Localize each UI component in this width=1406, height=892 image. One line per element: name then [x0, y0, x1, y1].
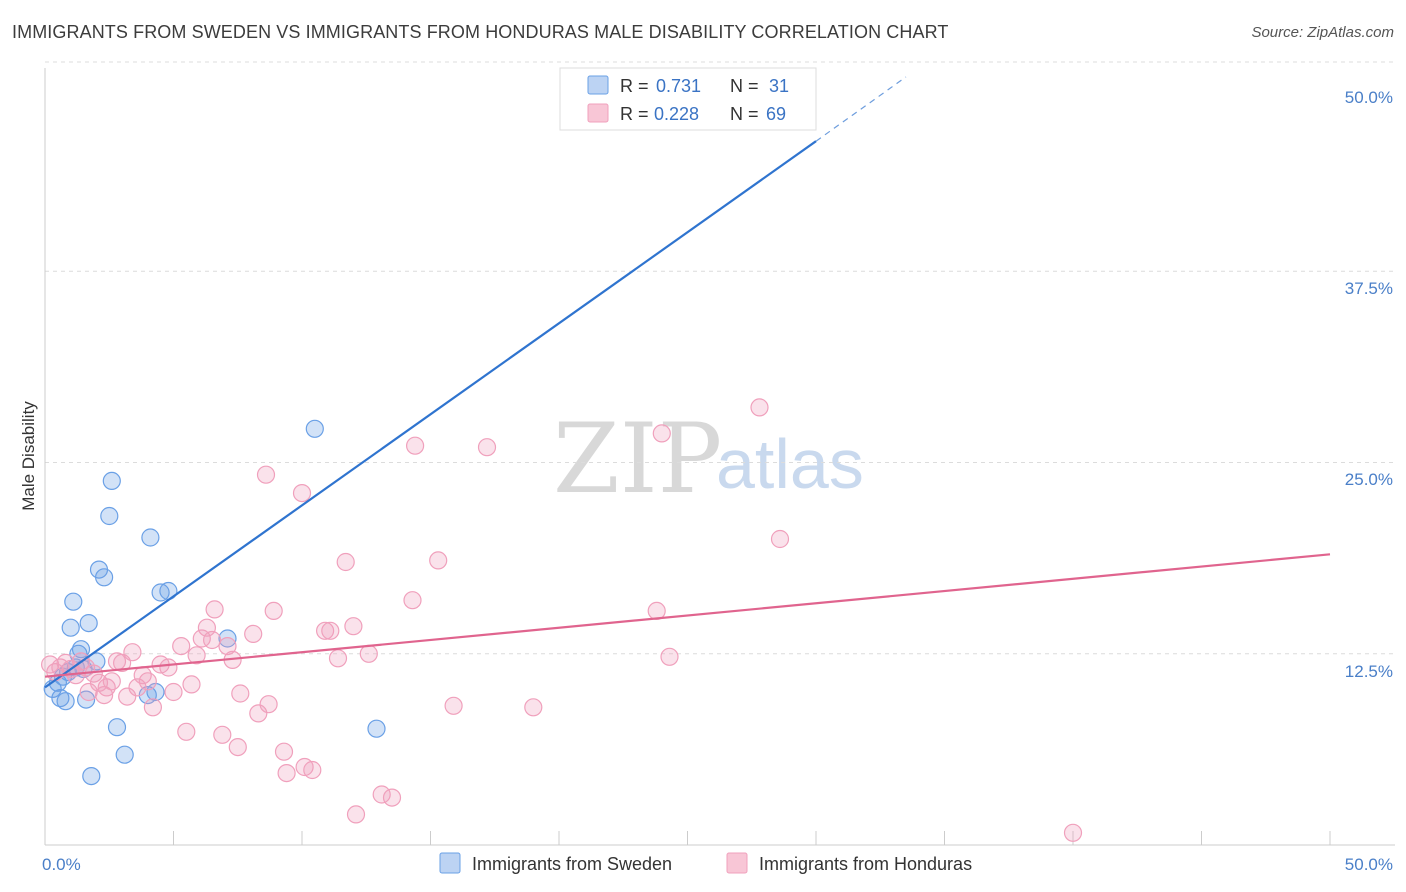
point-honduras — [274, 742, 294, 761]
point-sweden — [107, 718, 127, 737]
legend-n-label-honduras: N = — [730, 104, 759, 124]
bottom-legend-swatch-sweden — [439, 852, 461, 874]
point-honduras — [403, 591, 422, 610]
point-sweden — [79, 613, 98, 633]
point-honduras — [123, 643, 142, 662]
point-honduras — [524, 698, 543, 717]
legend-swatch-honduras — [587, 103, 609, 123]
trend-lines — [44, 76, 1331, 689]
point-honduras — [429, 551, 448, 570]
legend-r-value-sweden: 0.731 — [656, 76, 701, 96]
chart-title: IMMIGRANTS FROM SWEDEN VS IMMIGRANTS FRO… — [12, 22, 949, 42]
point-honduras — [259, 695, 278, 714]
series-legend: Immigrants from Sweden Immigrants from H… — [439, 852, 972, 874]
point-sweden — [51, 688, 70, 708]
point-honduras — [102, 672, 121, 691]
point-sweden — [100, 506, 119, 526]
point-sweden — [305, 419, 324, 438]
watermark-zip: ZIP — [553, 403, 722, 515]
legend-n-value-honduras: 69 — [766, 104, 786, 124]
point-honduras — [292, 484, 312, 503]
point-honduras — [770, 529, 790, 549]
legend-swatch-sweden — [587, 75, 609, 95]
point-honduras — [316, 621, 335, 640]
point-honduras — [406, 436, 425, 455]
point-honduras — [346, 805, 366, 824]
point-sweden — [102, 471, 121, 490]
point-sweden — [115, 745, 134, 764]
axes — [44, 68, 1395, 846]
point-sweden — [56, 692, 75, 711]
point-sweden — [218, 629, 237, 648]
point-honduras — [118, 687, 137, 706]
point-honduras — [1063, 823, 1083, 842]
point-honduras — [344, 617, 363, 636]
point-honduras — [660, 647, 679, 666]
grid-lines — [45, 61, 1395, 655]
bottom-legend-swatch-honduras — [726, 852, 748, 874]
point-sweden — [94, 568, 114, 587]
trend-line-sweden-extension — [815, 76, 907, 142]
point-honduras — [203, 630, 222, 650]
bottom-legend-label-sweden: Immigrants from Sweden — [472, 854, 672, 874]
trend-line-sweden — [44, 140, 817, 689]
point-honduras — [177, 722, 196, 741]
x-tick-label-50: 50.0% — [1345, 855, 1393, 874]
point-honduras — [228, 737, 247, 757]
point-sweden — [61, 618, 80, 637]
point-honduras — [277, 763, 296, 783]
point-honduras — [359, 644, 378, 663]
legend-r-label-sweden: R = — [620, 76, 649, 96]
point-sweden — [141, 528, 160, 547]
point-honduras — [444, 696, 463, 715]
point-honduras — [143, 698, 162, 717]
y-tick-label-12-5: 12.5% — [1345, 662, 1393, 681]
point-honduras — [138, 672, 157, 691]
point-sweden — [64, 592, 83, 611]
point-honduras — [264, 601, 283, 621]
trend-line-honduras — [44, 553, 1331, 678]
point-honduras — [218, 636, 237, 656]
y-tick-label-37-5: 37.5% — [1345, 279, 1393, 298]
bottom-legend-label-honduras: Immigrants from Honduras — [759, 854, 972, 874]
point-honduras — [372, 785, 391, 804]
point-honduras — [750, 398, 769, 417]
point-honduras — [231, 684, 250, 703]
legend-n-label-sweden: N = — [730, 76, 759, 96]
legend-n-value-sweden: 31 — [769, 76, 789, 96]
point-honduras — [182, 675, 201, 694]
stats-legend: R = 0.731 N = 31 R = 0.228 N = 69 — [559, 67, 817, 131]
point-honduras — [477, 438, 497, 457]
point-honduras — [336, 552, 355, 572]
data-points — [40, 83, 1083, 842]
point-honduras — [205, 600, 224, 619]
point-honduras — [256, 465, 276, 484]
point-honduras — [172, 636, 191, 656]
legend-r-value-honduras: 0.228 — [654, 104, 699, 124]
point-sweden — [82, 766, 101, 786]
y-axis-label: Male Disability — [19, 401, 38, 511]
point-honduras — [164, 682, 183, 702]
x-tick-label-0: 0.0% — [42, 855, 81, 874]
point-honduras — [303, 760, 322, 780]
y-tick-label-25: 25.0% — [1345, 470, 1393, 489]
point-honduras — [159, 658, 178, 677]
point-honduras — [321, 621, 340, 640]
point-honduras — [328, 649, 348, 668]
point-honduras — [652, 424, 671, 443]
legend-r-label-honduras: R = — [620, 104, 649, 124]
point-honduras — [213, 725, 232, 744]
point-honduras — [79, 682, 98, 702]
point-honduras — [244, 624, 263, 644]
y-tick-label-50: 50.0% — [1345, 88, 1393, 107]
source-credit: Source: ZipAtlas.com — [1251, 24, 1394, 41]
point-honduras — [187, 646, 206, 665]
watermark-atlas: atlas — [716, 425, 864, 503]
point-sweden — [367, 719, 386, 738]
point-honduras — [382, 788, 402, 807]
point-honduras — [249, 704, 268, 723]
